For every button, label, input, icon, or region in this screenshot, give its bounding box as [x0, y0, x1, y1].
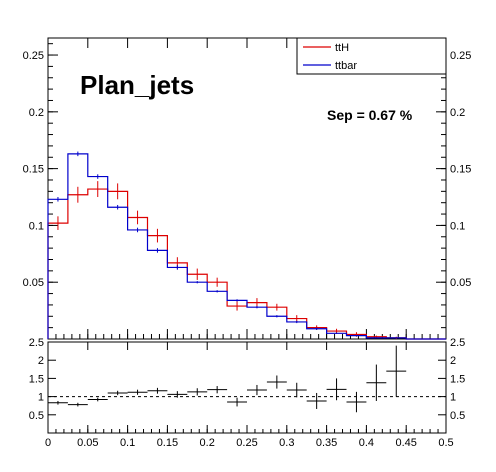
- ratio-x-tick-label: 0.5: [438, 437, 453, 449]
- y-tick-label-right: 0.1: [450, 220, 465, 232]
- ratio-y-tick-label-left: 2: [38, 355, 44, 367]
- upper-series-group: [47, 151, 446, 340]
- ratio-axis-ticks: 0.5 0.5 1 1 1.5 1.5 2 2 2.5 2.5 0 0.05 0.1 0.15 0.2 0.2…: [29, 337, 466, 449]
- ratio-y-tick-label-right: 0.5: [450, 410, 465, 422]
- ratio-y-tick-label-right: 2.5: [450, 337, 465, 349]
- plot-title: Plan_jets: [80, 70, 194, 100]
- ratio-x-tick-label: 0.35: [316, 437, 337, 449]
- y-tick-label-left: 0.1: [29, 220, 44, 232]
- y-tick-label-left: 0.05: [23, 277, 44, 289]
- ratio-y-tick-label-right: 1.5: [450, 373, 465, 385]
- ratio-x-tick-label: 0.25: [236, 437, 257, 449]
- y-tick-label-left: 0.25: [23, 50, 44, 62]
- ratio-y-tick-label-left: 1: [38, 392, 44, 404]
- ratio-y-tick-label-right: 2: [450, 355, 456, 367]
- y-tick-label-right: 0.25: [450, 50, 471, 62]
- y-tick-label-right: 0.05: [450, 277, 471, 289]
- ratio-x-tick-label: 0: [45, 437, 51, 449]
- ratio-x-tick-label: 0.15: [157, 437, 178, 449]
- separation-label: Sep = 0.67 %: [327, 107, 413, 123]
- legend-label-ttbar: ttbar: [335, 60, 357, 72]
- ratio-y-tick-label-left: 0.5: [29, 410, 44, 422]
- ratio-plot-frame: [47, 341, 447, 434]
- ratio-y-tick-label-left: 2.5: [29, 337, 44, 349]
- legend-box: [296, 37, 447, 75]
- ratio-pad: 0.5 0.5 1 1 1.5 1.5 2 2 2.5 2.5 0 0.05 0.1 0.15 0.2 0.2…: [29, 337, 466, 449]
- ratio-y-tick-label-right: 1: [450, 392, 456, 404]
- legend: ttH ttbar: [296, 37, 447, 75]
- ratio-points-group: [48, 345, 407, 413]
- ratio-x-tick-label: 0.2: [200, 437, 215, 449]
- upper-plot-frame: [47, 37, 447, 340]
- ratio-x-tick-label: 0.3: [279, 437, 294, 449]
- legend-label-tth: ttH: [335, 42, 349, 54]
- histogram-ttbar: [47, 153, 446, 340]
- ratio-x-tick-label: 0.1: [120, 437, 135, 449]
- ratio-x-tick-label: 0.4: [359, 437, 374, 449]
- ratio-y-tick-label-left: 1.5: [29, 373, 44, 385]
- y-tick-label-left: 0.2: [29, 107, 44, 119]
- ratio-x-tick-label: 0.45: [395, 437, 416, 449]
- y-tick-label-left: 0.15: [23, 164, 44, 176]
- upper-pad: 0.05 0.05 0.1 0.1 0.15 0.15 0.2 0.2 0.25 0.25 Pla…: [23, 37, 471, 340]
- y-tick-label-right: 0.15: [450, 164, 471, 176]
- ratio-x-tick-label: 0.05: [77, 437, 98, 449]
- y-tick-label-right: 0.2: [450, 107, 465, 119]
